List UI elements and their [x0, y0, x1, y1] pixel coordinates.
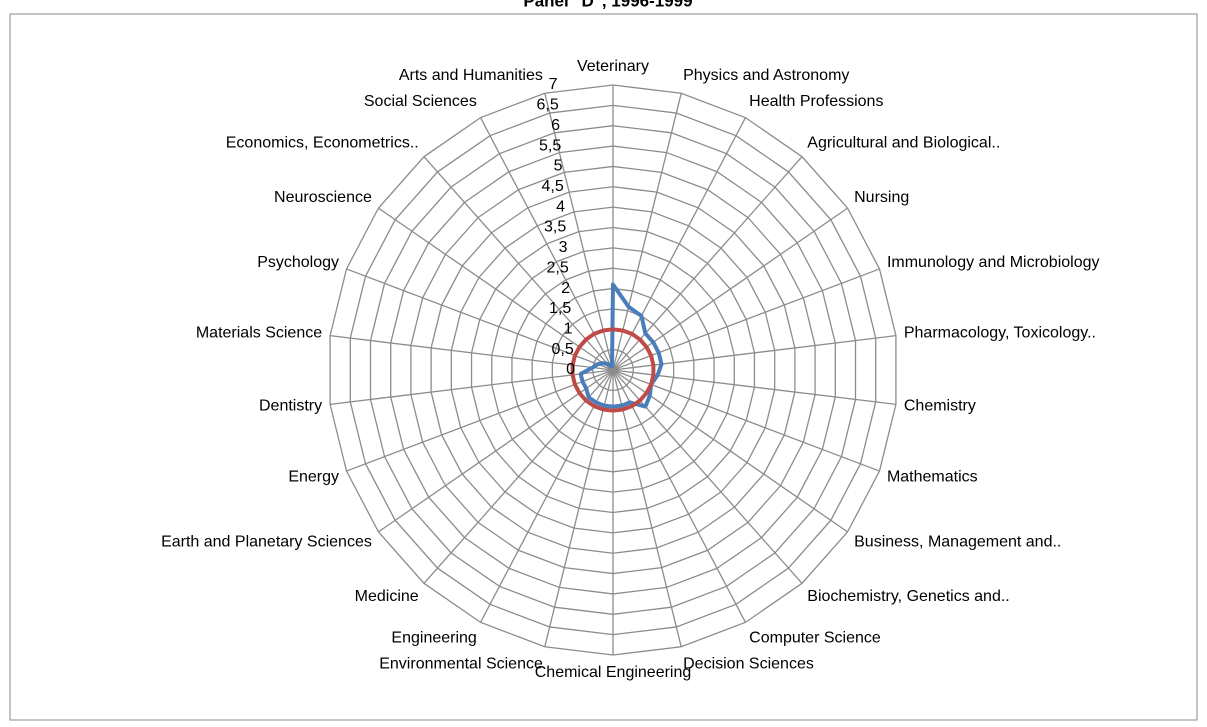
y-tick-label: 4,5: [542, 178, 564, 195]
spoke: [479, 369, 614, 623]
spoke: [378, 207, 614, 371]
y-tick-label: 1: [564, 321, 573, 338]
y-tick-label: 3: [559, 239, 568, 256]
category-label: Environmental Science: [379, 655, 543, 672]
spoke: [544, 369, 614, 647]
category-label: Social Sciences: [364, 93, 477, 110]
category-label: Biochemistry, Genetics and..: [807, 588, 1009, 605]
spoke: [378, 369, 614, 533]
y-tick-label: 3,5: [544, 219, 566, 236]
category-label: Veterinary: [577, 58, 649, 75]
category-label: Mathematics: [887, 469, 978, 486]
category-label: Chemical Engineering: [535, 664, 692, 681]
y-tick-label: 5: [554, 158, 563, 175]
y-tick-label: 1,5: [549, 300, 571, 317]
y-tick-label: 5,5: [539, 137, 561, 154]
spoke: [612, 93, 682, 371]
category-label: Agricultural and Biological..: [807, 134, 1000, 151]
category-label: Pharmacology, Toxicology..: [904, 325, 1096, 342]
spoke: [612, 369, 848, 533]
spoke: [612, 268, 880, 371]
category-label: Energy: [288, 469, 339, 486]
category-label: Immunology and Microbiology: [887, 254, 1100, 271]
y-tick-label: 2,5: [547, 259, 569, 276]
spoke: [612, 369, 880, 472]
spoke: [346, 268, 614, 371]
category-label: Physics and Astronomy: [683, 67, 849, 84]
spoke: [479, 117, 614, 371]
y-tick-label: 6: [551, 117, 560, 134]
category-label: Medicine: [355, 588, 419, 605]
spoke: [329, 369, 614, 405]
spoke: [423, 369, 614, 584]
category-label: Business, Management and..: [854, 533, 1061, 550]
spoke: [544, 93, 614, 371]
category-label: Chemistry: [904, 398, 976, 415]
series-line: [578, 282, 664, 409]
category-label: Economics, Econometrics..: [226, 134, 419, 151]
spoke: [612, 369, 682, 647]
category-label: Nursing: [854, 189, 909, 206]
y-tick-label: 4: [556, 198, 565, 215]
category-label: Engineering: [391, 630, 476, 647]
y-tick-label: 0,5: [552, 341, 574, 358]
series-line: [570, 327, 656, 413]
category-label: Arts and Humanities: [399, 67, 543, 84]
y-tick-label: 6,5: [537, 97, 559, 114]
category-label: Neuroscience: [274, 189, 372, 206]
category-label: Computer Science: [749, 630, 881, 647]
category-label: Dentistry: [259, 398, 322, 415]
spoke: [612, 369, 897, 405]
spoke: [423, 156, 614, 371]
category-label: Health Professions: [749, 93, 883, 110]
spoke: [612, 117, 747, 371]
y-tick-label: 0: [566, 361, 575, 378]
category-label: Decision Sciences: [683, 655, 814, 672]
spoke: [346, 369, 614, 472]
category-label: Psychology: [257, 254, 339, 271]
y-tick-label: 7: [549, 76, 558, 93]
spoke: [612, 369, 747, 623]
chart-frame: [9, 13, 1198, 721]
chart-title: Panel "D", 1996-1999: [523, 0, 692, 10]
y-tick-label: 2: [561, 280, 570, 297]
category-label: Materials Science: [196, 325, 322, 342]
category-label: Earth and Planetary Sciences: [161, 533, 372, 550]
spoke: [329, 335, 614, 371]
